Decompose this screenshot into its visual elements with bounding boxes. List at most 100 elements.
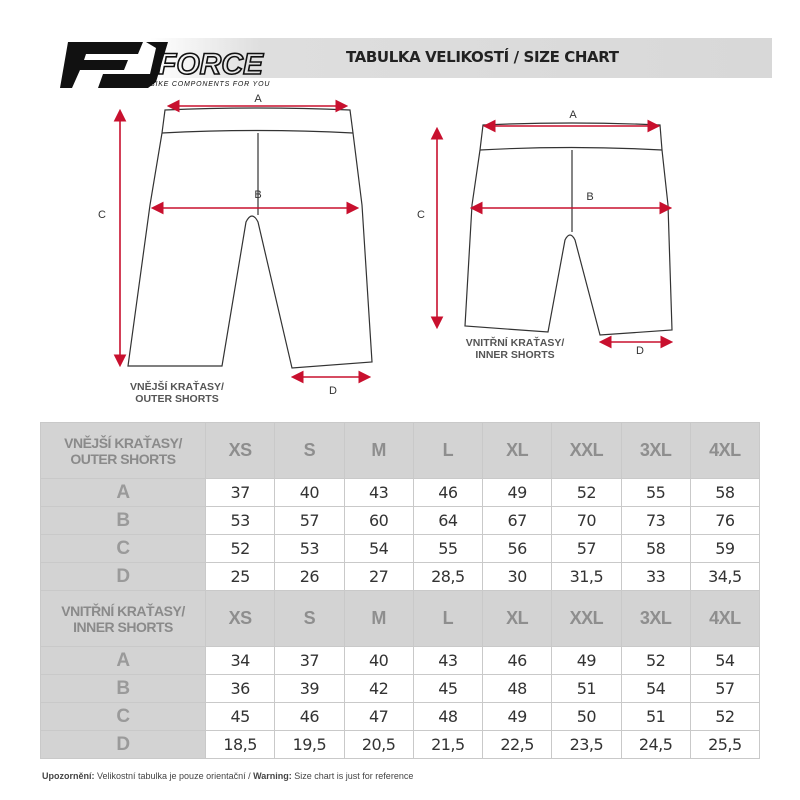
size-header: S — [274, 590, 345, 647]
table-row: C 52 53 54 55 56 57 58 59 — [40, 534, 761, 563]
table-cell: 46 — [412, 478, 484, 507]
inner-shorts-caption: VNITŘNÍ KRAŤASY/INNER SHORTS — [465, 337, 565, 361]
measure-label: B — [40, 674, 206, 703]
size-header: L — [412, 590, 484, 647]
measure-label: B — [40, 506, 206, 535]
table-cell: 52 — [689, 702, 761, 731]
table-cell: 23,5 — [551, 730, 622, 759]
table-row: A 34 37 40 43 46 49 52 54 — [40, 646, 761, 675]
footer-warning: Upozornění: Velikostní tabulka je pouze … — [42, 771, 414, 781]
table-cell: 73 — [620, 506, 691, 535]
table-cell: 57 — [274, 506, 345, 535]
table-cell: 43 — [343, 478, 414, 507]
outer-d-label: D — [329, 385, 337, 397]
dimension-arrows — [113, 99, 674, 384]
size-header: XL — [481, 590, 553, 647]
table-cell: 26 — [274, 562, 345, 591]
inner-c-label: C — [417, 209, 425, 221]
table-cell: 55 — [620, 478, 691, 507]
table-cell: 54 — [689, 646, 761, 675]
table-cell: 48 — [481, 674, 553, 703]
size-header: M — [343, 422, 414, 479]
size-header: XXL — [551, 590, 622, 647]
measure-label: A — [40, 646, 206, 675]
table-cell: 46 — [481, 646, 553, 675]
table-cell: 19,5 — [274, 730, 345, 759]
size-header: XL — [481, 422, 553, 479]
table-cell: 24,5 — [620, 730, 691, 759]
table-cell: 18,5 — [204, 730, 276, 759]
table-cell: 46 — [274, 702, 345, 731]
table-cell: 37 — [274, 646, 345, 675]
table-cell: 40 — [274, 478, 345, 507]
table-cell: 54 — [620, 674, 691, 703]
table-cell: 39 — [274, 674, 345, 703]
outer-b-label: B — [254, 189, 261, 201]
measure-label: D — [40, 730, 206, 759]
table-cell: 49 — [551, 646, 622, 675]
table-row: C 45 46 47 48 49 50 51 52 — [40, 702, 761, 731]
table-cell: 49 — [481, 478, 553, 507]
size-header: 4XL — [689, 590, 761, 647]
size-table: VNĚJŠÍ KRAŤASY/OUTER SHORTS XS S M L XL XXL 3XL… — [40, 422, 761, 759]
table-cell: 58 — [689, 478, 761, 507]
size-header: 4XL — [689, 422, 761, 479]
table-cell: 53 — [274, 534, 345, 563]
force-logo: FORCE BIKE COMPONENTS FOR YOU — [58, 38, 308, 99]
table-cell: 57 — [551, 534, 622, 563]
table-cell: 70 — [551, 506, 622, 535]
table-cell: 64 — [412, 506, 484, 535]
table-cell: 27 — [343, 562, 414, 591]
size-header: L — [412, 422, 484, 479]
table-cell: 57 — [689, 674, 761, 703]
size-header: XXL — [551, 422, 622, 479]
table-cell: 47 — [343, 702, 414, 731]
table-cell: 25,5 — [689, 730, 761, 759]
table-cell: 20,5 — [343, 730, 414, 759]
table-cell: 48 — [412, 702, 484, 731]
size-header: S — [274, 422, 345, 479]
table-cell: 49 — [481, 702, 553, 731]
size-header: M — [343, 590, 414, 647]
table-row: B 53 57 60 64 67 70 73 76 — [40, 506, 761, 535]
svg-text:FORCE: FORCE — [158, 48, 264, 81]
table-cell: 28,5 — [412, 562, 484, 591]
table-row: D 18,5 19,5 20,5 21,5 22,5 23,5 24,5 25,5 — [40, 730, 761, 759]
measure-label: A — [40, 478, 206, 507]
outer-shorts-caption: VNĚJŠÍ KRAŤASY/OUTER SHORTS — [130, 381, 224, 405]
table-cell: 56 — [481, 534, 553, 563]
table-cell: 67 — [481, 506, 553, 535]
table-cell: 21,5 — [412, 730, 484, 759]
table-cell: 60 — [343, 506, 414, 535]
table-cell: 33 — [620, 562, 691, 591]
table-cell: 37 — [204, 478, 276, 507]
outer-shorts-outline — [127, 107, 373, 369]
table-cell: 59 — [689, 534, 761, 563]
table-cell: 36 — [204, 674, 276, 703]
table-cell: 51 — [620, 702, 691, 731]
measure-label: D — [40, 562, 206, 591]
inner-header-row: VNITŘNÍ KRAŤASY/INNER SHORTS XS S M L XL XXL 3X… — [40, 590, 761, 647]
table-cell: 30 — [481, 562, 553, 591]
table-cell: 53 — [204, 506, 276, 535]
table-cell: 42 — [343, 674, 414, 703]
table-cell: 54 — [343, 534, 414, 563]
table-cell: 55 — [412, 534, 484, 563]
page-title: TABULKA VELIKOSTÍ / SIZE CHART — [346, 48, 619, 66]
inner-section-title: VNITŘNÍ KRAŤASY/INNER SHORTS — [40, 590, 206, 647]
table-cell: 58 — [620, 534, 691, 563]
table-cell: 31,5 — [551, 562, 622, 591]
table-cell: 22,5 — [481, 730, 553, 759]
svg-text:BIKE COMPONENTS FOR YOU: BIKE COMPONENTS FOR YOU — [150, 81, 270, 88]
table-row: A 37 40 43 46 49 52 55 58 — [40, 478, 761, 507]
table-cell: 50 — [551, 702, 622, 731]
size-header: 3XL — [620, 422, 691, 479]
table-cell: 45 — [204, 702, 276, 731]
table-cell: 34,5 — [689, 562, 761, 591]
table-cell: 40 — [343, 646, 414, 675]
table-cell: 34 — [204, 646, 276, 675]
table-cell: 51 — [551, 674, 622, 703]
inner-shorts-outline — [464, 122, 673, 336]
inner-d-label: D — [636, 345, 644, 357]
size-header: XS — [204, 422, 276, 479]
